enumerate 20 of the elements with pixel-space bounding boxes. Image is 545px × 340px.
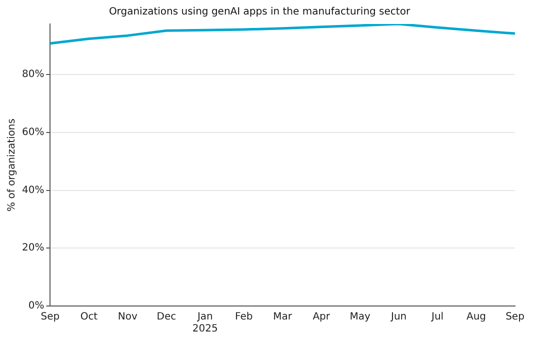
y-tick-label: 40%: [22, 184, 44, 196]
x-tick-label: Jul: [430, 312, 444, 323]
x-tick-label: Dec: [156, 312, 176, 323]
chart-title: Organizations using genAI apps in the manufacturing sector: [108, 6, 411, 18]
x-tick-label: Nov: [118, 312, 138, 323]
x-tick-label: May: [350, 312, 370, 323]
y-tick-label: 60%: [22, 127, 44, 138]
y-axis-title: % of organizations: [6, 118, 18, 212]
x-tick-label: Jan 2025: [192, 312, 218, 335]
y-tick-label: 80%: [22, 69, 44, 80]
y-tick-label: 0%: [28, 300, 44, 312]
x-tick-label: Mar: [273, 312, 293, 323]
x-tick-label: Sep: [506, 312, 524, 323]
x-tick-label: Oct: [80, 312, 98, 323]
x-tick-label: Sep: [40, 312, 60, 323]
y-tick-label: 20%: [22, 242, 44, 254]
x-tick-label: Aug: [466, 312, 486, 323]
x-tick-label: Jun: [390, 312, 407, 323]
x-tick-label: Apr: [312, 312, 331, 323]
x-tick-label: Feb: [235, 312, 253, 323]
